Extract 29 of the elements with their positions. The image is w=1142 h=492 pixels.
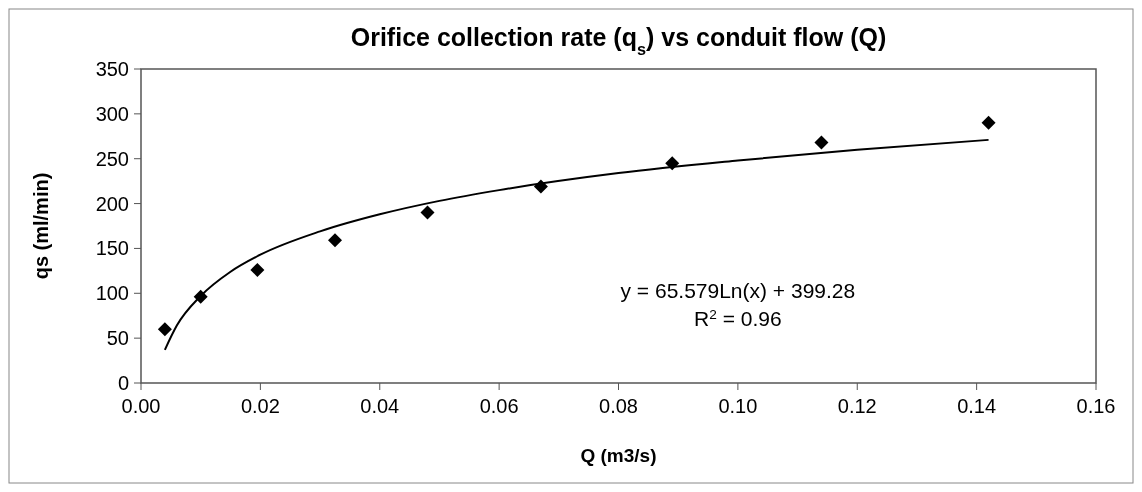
point: [250, 262, 265, 277]
x-tick-label: 0.00: [121, 395, 161, 417]
x-tick-label: 0.08: [599, 395, 638, 417]
annotation: R$^{2}$ = 0.96: [694, 306, 782, 330]
x-axis-title: Q (m3/s): [580, 445, 657, 466]
y-tick-label: 50: [106, 327, 129, 350]
y-tick-label: 150: [95, 237, 129, 260]
line-series: [163, 138, 990, 351]
x-tick-label: 0.10: [718, 395, 758, 417]
point: [420, 205, 435, 220]
y-tick-label: 300: [95, 102, 129, 125]
x-tick-label: 0.14: [957, 395, 997, 417]
y-tick-label: 250: [95, 147, 129, 170]
point: [981, 115, 996, 130]
annotation: y = 65.579Ln(x) + 399.28: [620, 278, 856, 302]
y-tick-label: 0: [117, 372, 129, 394]
y-tick-label: 350: [95, 58, 129, 80]
point: [157, 322, 172, 337]
y-tick-label: 100: [95, 282, 129, 305]
x-tick-label: 0.02: [240, 395, 280, 417]
x-tick-label: 0.06: [479, 395, 519, 417]
y-tick-label: 200: [95, 192, 129, 215]
x-tick-label: 0.12: [837, 395, 877, 417]
point: [327, 233, 342, 248]
point: [814, 135, 829, 150]
x-tick-label: 0.04: [360, 395, 400, 417]
chart-title: Orifice collection rate (q$_{s}$) vs conduit flow (Q): [350, 23, 887, 58]
y-axis-title: qs (ml/min): [30, 172, 52, 280]
x-tick-label: 0.16: [1076, 395, 1116, 417]
